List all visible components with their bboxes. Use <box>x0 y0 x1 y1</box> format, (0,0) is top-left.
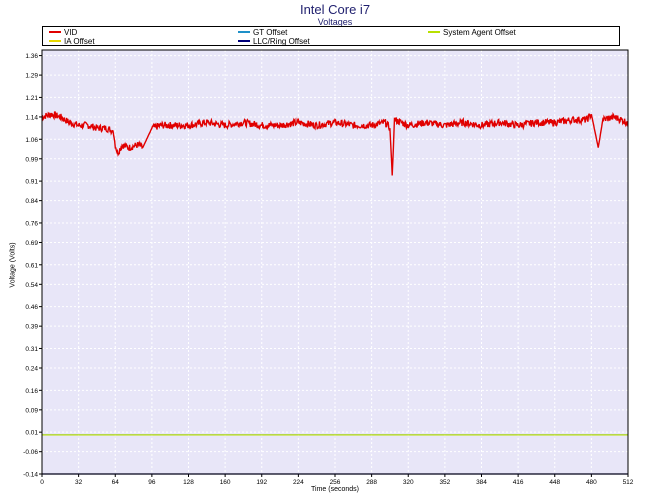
legend-swatch-system-agent-offset <box>428 30 440 33</box>
y-tick-label: 1.14 <box>25 114 38 121</box>
y-tick-label: 0.69 <box>25 240 38 247</box>
y-tick-label: 0.91 <box>25 179 38 186</box>
y-axis-label: Voltage (Volts) <box>9 242 17 288</box>
y-tick-label: 0.24 <box>25 366 38 373</box>
y-tick-label: 1.36 <box>25 53 38 60</box>
x-tick-label: 320 <box>403 479 414 486</box>
legend-entry-vid: VID <box>49 28 77 37</box>
y-tick-label: 1.21 <box>25 95 38 102</box>
x-tick-label: 512 <box>623 479 634 486</box>
legend-label-gt-offset: GT Offset <box>253 28 288 37</box>
y-tick-label: 0.16 <box>25 388 38 395</box>
x-tick-label: 256 <box>330 479 341 486</box>
x-tick-label: 416 <box>513 479 524 486</box>
x-tick-label: 160 <box>220 479 231 486</box>
y-tick-label: 0.61 <box>25 262 38 269</box>
legend-entry-system-agent-offset: System Agent Offset <box>428 28 516 37</box>
x-tick-label: 288 <box>366 479 377 486</box>
y-tick-label: 1.06 <box>25 137 38 144</box>
legend-swatch-llc-ring-offset <box>238 39 250 42</box>
y-tick-label: 0.76 <box>25 220 38 227</box>
x-tick-label: 352 <box>439 479 450 486</box>
y-tick-label: 0.09 <box>25 407 38 414</box>
x-tick-label: 480 <box>586 479 597 486</box>
y-tick-label: -0.14 <box>23 472 38 479</box>
chart-subtitle: Voltages <box>317 17 353 27</box>
legend-entry-gt-offset: GT Offset <box>238 28 287 37</box>
y-tick-label: 0.54 <box>25 282 38 289</box>
x-tick-label: 448 <box>549 479 560 486</box>
chart-title: Intel Core i7 <box>299 2 371 17</box>
x-tick-label: 128 <box>183 479 194 486</box>
legend-label-vid: VID <box>64 28 78 37</box>
y-tick-label: 0.99 <box>25 156 38 163</box>
legend-entry-llc-ring-offset: LLC/Ring Offset <box>238 37 310 46</box>
legend-entry-ia-offset: IA Offset <box>49 37 95 46</box>
x-axis-label: Time (seconds) <box>311 486 359 493</box>
plot-frame <box>41 49 629 475</box>
x-tick-label: 192 <box>256 479 267 486</box>
legend-label-ia-offset: IA Offset <box>64 37 95 46</box>
y-tick-label: 0.31 <box>25 346 38 353</box>
y-tick-label: 1.29 <box>25 73 38 80</box>
series-line-vid <box>41 111 629 176</box>
legend-swatch-gt-offset <box>238 30 250 33</box>
y-tick-label: 0.84 <box>25 198 38 205</box>
x-tick-label: 32 <box>75 479 83 486</box>
legend-swatch-ia-offset <box>49 39 61 42</box>
y-tick-label: 0.01 <box>25 430 38 437</box>
chart-legend: VID GT Offset System Agent Offset IA Off… <box>42 26 620 46</box>
legend-label-system-agent-offset: System Agent Offset <box>443 28 516 37</box>
y-tick-label: 0.39 <box>25 324 38 331</box>
x-tick-label: 384 <box>476 479 487 486</box>
x-tick-label: 0 <box>40 479 44 486</box>
x-tick-label: 224 <box>293 479 304 486</box>
y-tick-label: 0.46 <box>25 304 38 311</box>
x-tick-label: 64 <box>112 479 120 486</box>
y-tick-label: -0.06 <box>23 449 38 456</box>
legend-swatch-vid <box>49 30 61 33</box>
legend-label-llc-ring-offset: LLC/Ring Offset <box>253 37 310 46</box>
x-tick-label: 96 <box>148 479 156 486</box>
